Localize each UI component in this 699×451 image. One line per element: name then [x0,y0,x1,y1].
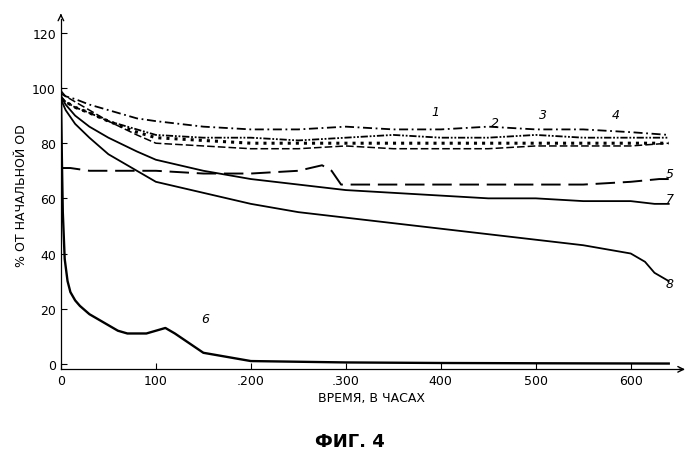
Text: 5: 5 [666,168,674,181]
Text: 2: 2 [491,117,499,130]
Text: ФИГ. 4: ФИГ. 4 [315,433,384,451]
Text: 7: 7 [666,193,674,205]
Text: 3: 3 [539,109,547,122]
Text: 1: 1 [431,106,439,119]
Text: 4: 4 [612,109,620,122]
Y-axis label: % ОТ НАЧАЛЬНОЙ OD: % ОТ НАЧАЛЬНОЙ OD [15,124,28,266]
Text: 8: 8 [666,278,674,291]
Text: 6: 6 [201,313,210,326]
X-axis label: ВРЕМЯ, В ЧАСАХ: ВРЕМЯ, В ЧАСАХ [319,391,426,405]
